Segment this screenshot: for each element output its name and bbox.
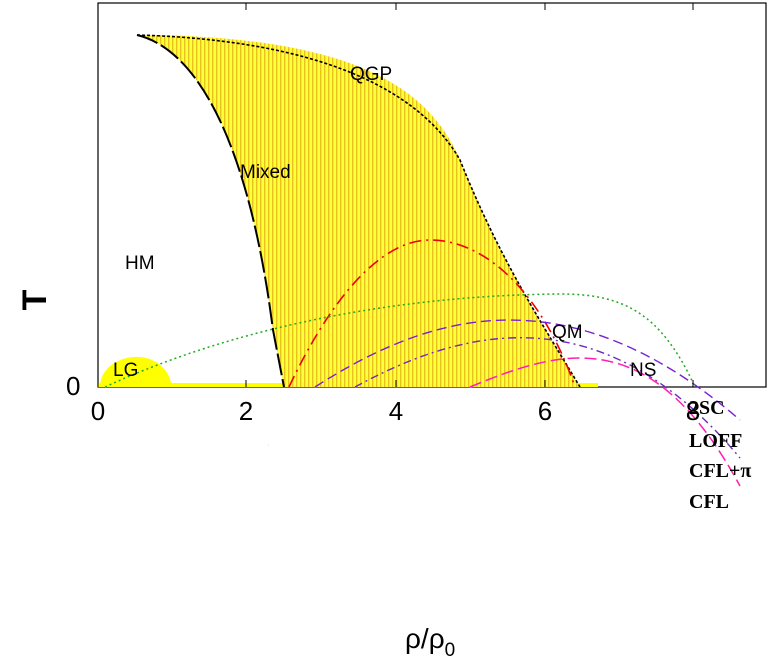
x-ticks bbox=[97, 3, 694, 387]
red-dome bbox=[288, 239, 576, 388]
region-label-qgp: QGP bbox=[350, 64, 392, 85]
phase-label-cfl: CFL bbox=[689, 491, 729, 513]
x-tick-label: 2 bbox=[239, 396, 253, 426]
x-tick-label: 0 bbox=[91, 396, 105, 426]
x-axis-label: ρ/ρ0 bbox=[405, 623, 455, 659]
region-label-mixed: Mixed bbox=[240, 162, 291, 183]
phase-label-loff: LOFF bbox=[689, 430, 742, 452]
loff-line bbox=[314, 319, 741, 421]
mixed-phase-region bbox=[137, 35, 580, 387]
region-label-hm: HM bbox=[125, 253, 155, 274]
cfl-line bbox=[469, 357, 741, 487]
x-axis-label-sub: 0 bbox=[445, 640, 456, 659]
region-label-ns: NS bbox=[630, 360, 656, 381]
region-label-qm: QM bbox=[552, 322, 583, 343]
y-axis-label: T bbox=[16, 289, 54, 310]
cfl-pi-line bbox=[354, 337, 741, 459]
y-zero-label: 0 bbox=[66, 371, 80, 401]
lg-region bbox=[100, 356, 172, 387]
x-tick-label: 8 bbox=[686, 396, 700, 426]
region-label-lg: LG bbox=[113, 360, 138, 381]
x-tick-label: 4 bbox=[389, 396, 403, 426]
x-axis-label-main: ρ/ρ bbox=[405, 623, 445, 654]
phase-label-cfl-pi: CFL+π bbox=[689, 460, 751, 482]
phase-label-2sc: 2SC bbox=[689, 397, 725, 419]
hadron-mixed-boundary bbox=[136, 34, 285, 388]
x-tick-label: 6 bbox=[538, 396, 552, 426]
mixed-qm-boundary bbox=[136, 34, 581, 388]
